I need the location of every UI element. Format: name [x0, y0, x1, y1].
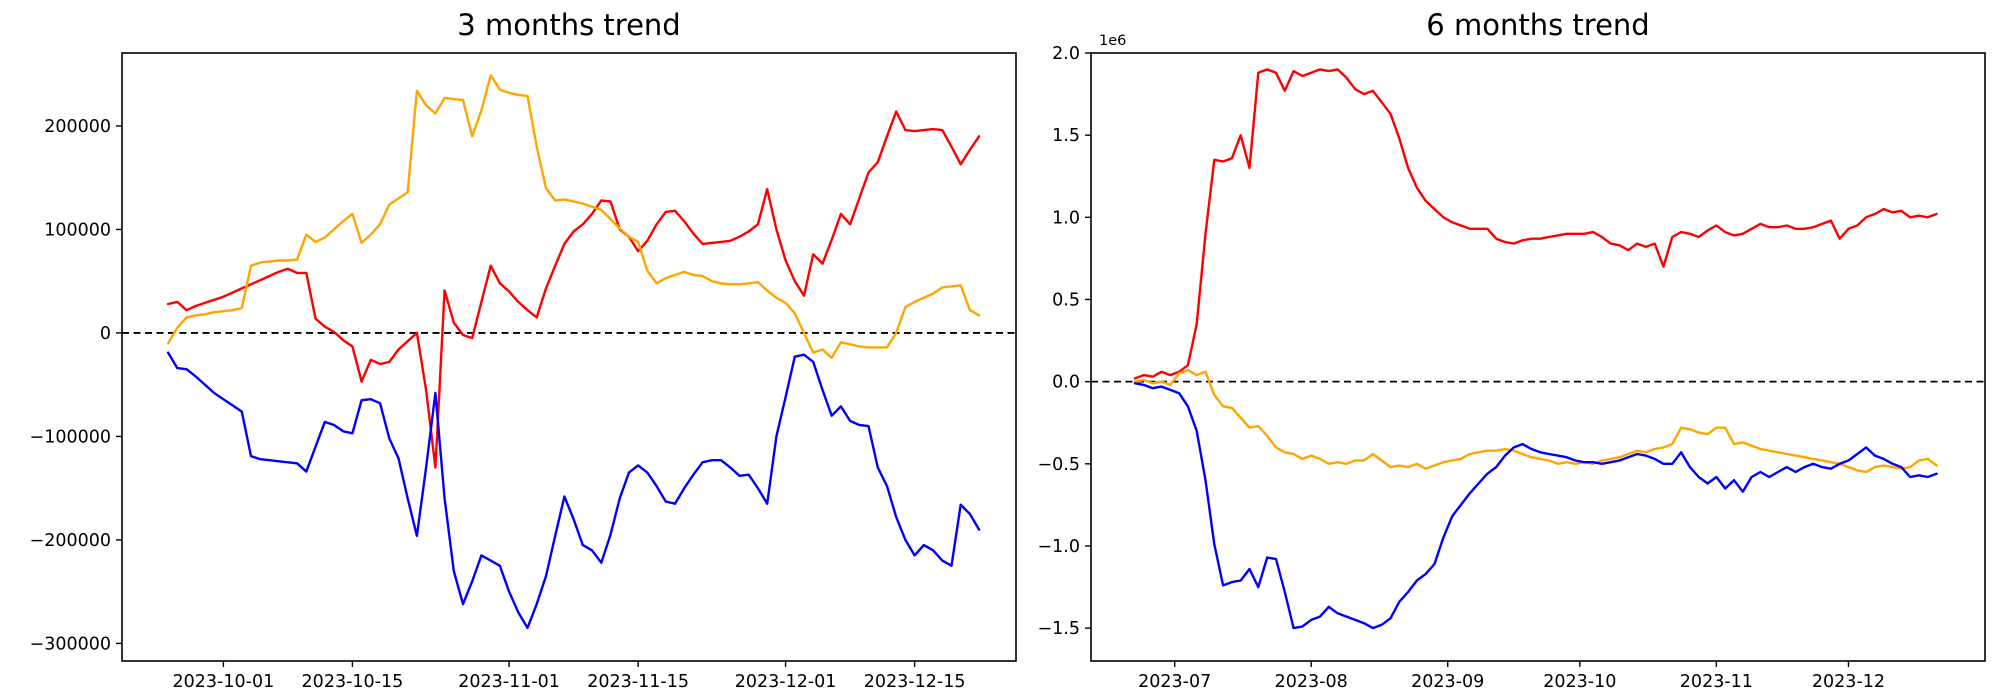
- chart-title-3-months: 3 months trend: [457, 8, 681, 42]
- chart-three-month: 200000 100000 0 −100000 −200000 −300000 2023-1…: [30, 52, 1017, 692]
- x-tick-label: 2023-10: [1543, 672, 1616, 692]
- series-orange-line: [1133, 368, 1938, 474]
- axes-frame: [1090, 52, 1986, 662]
- x-tick-label: 2023-10-15: [302, 672, 404, 692]
- y-tick-label: −200000: [30, 531, 111, 551]
- y-tick-label: −300000: [30, 634, 111, 654]
- chart-title-6-months: 6 months trend: [1426, 8, 1650, 42]
- y-tick-label: 1.5: [1052, 126, 1080, 146]
- x-tick-label: 2023-12-01: [735, 672, 837, 692]
- y-tick-label: 200000: [44, 117, 111, 137]
- x-tick-label: 2023-12-15: [864, 672, 966, 692]
- x-tick-label: 2023-07: [1138, 672, 1211, 692]
- series-orange-line: [166, 74, 981, 359]
- y-tick-label: 100000: [44, 220, 111, 240]
- series-blue-line: [1133, 382, 1938, 630]
- y-axis-offset-label: 1e6: [1099, 33, 1126, 49]
- x-tick-label: 2023-11-15: [587, 672, 689, 692]
- y-tick-label: 0.5: [1052, 290, 1080, 310]
- series-blue-line: [166, 351, 981, 630]
- series-red-line: [166, 110, 981, 469]
- y-tick-label: −0.5: [1038, 455, 1081, 475]
- y-tick-label: −100000: [30, 427, 111, 447]
- series-red-line: [1133, 68, 1938, 380]
- x-tick-label: 2023-08: [1275, 672, 1348, 692]
- y-tick-label: −1.5: [1038, 619, 1081, 639]
- axes-frame: [121, 52, 1017, 662]
- y-tick-label: −1.0: [1038, 537, 1081, 557]
- y-tick-label: 1.0: [1052, 208, 1080, 228]
- x-tick-label: 2023-11-01: [458, 672, 560, 692]
- x-tick-label: 2023-12: [1812, 672, 1885, 692]
- chart-six-month: 2.0 1.5 1.0 0.5 0.0 −0.5 −1.0 −1.5 2023-07 2023-0…: [1038, 33, 1986, 692]
- x-tick-label: 2023-10-01: [173, 672, 275, 692]
- x-tick-label: 2023-09: [1411, 672, 1484, 692]
- y-tick-label: 0.0: [1052, 373, 1080, 393]
- y-tick-label: 2.0: [1052, 44, 1080, 64]
- x-tick-label: 2023-11: [1680, 672, 1753, 692]
- y-tick-label: 0: [100, 324, 111, 344]
